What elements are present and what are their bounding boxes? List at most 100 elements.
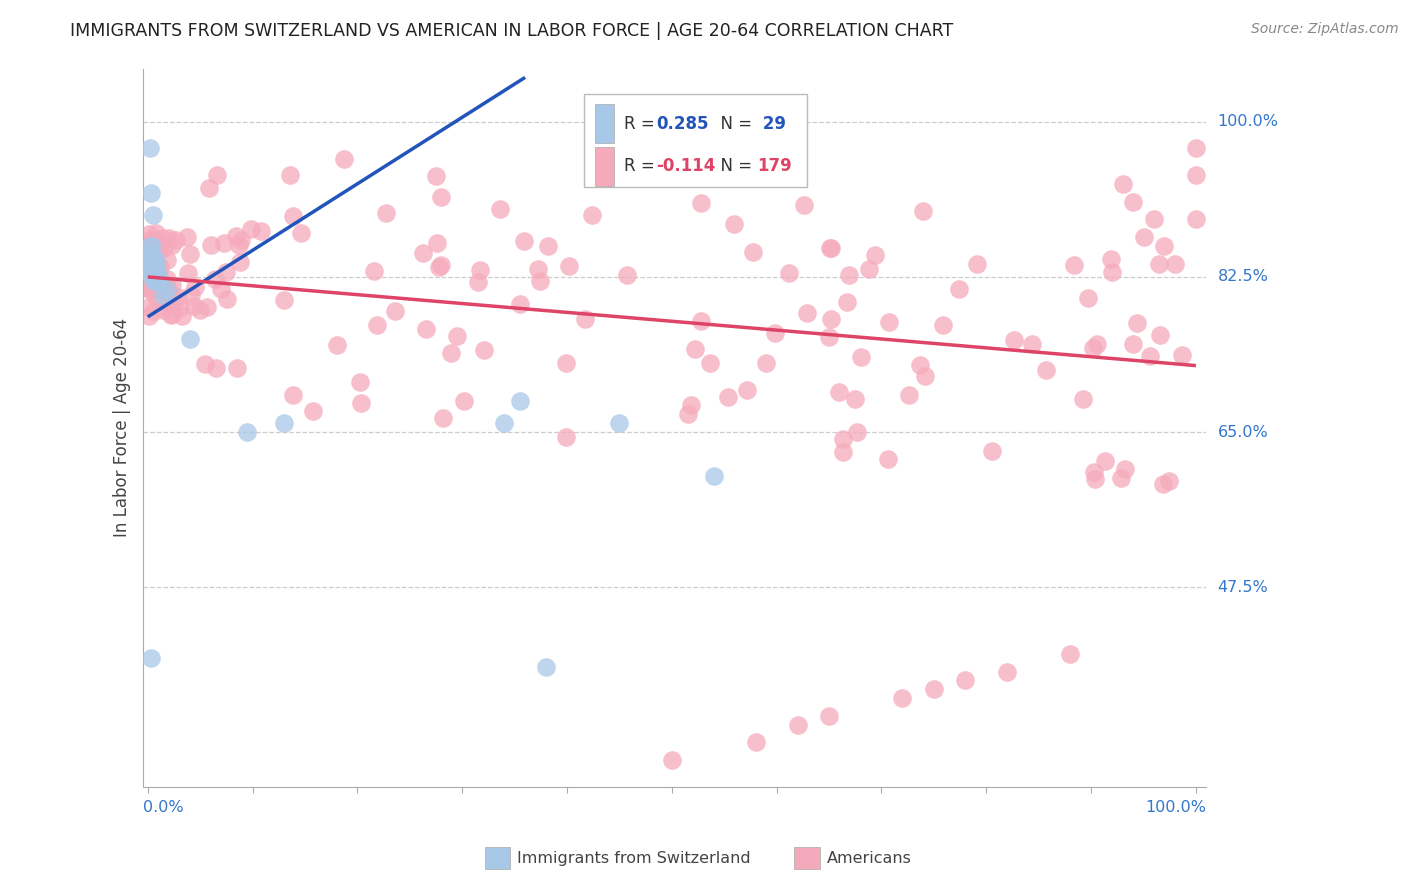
Text: 47.5%: 47.5% (1218, 580, 1268, 595)
Point (817, 330, 839, 344)
Text: 29: 29 (758, 114, 786, 133)
Point (863, 248, 886, 262)
Point (1099, 252, 1122, 267)
Point (138, 309, 160, 323)
Point (1147, 257, 1170, 271)
Point (138, 227, 160, 242)
Point (755, 356, 778, 370)
Point (488, 202, 510, 216)
Point (796, 306, 818, 320)
Point (250, 224, 273, 238)
Point (716, 390, 738, 404)
Point (685, 343, 707, 357)
Point (142, 234, 165, 248)
Point (509, 394, 531, 409)
Point (142, 263, 165, 277)
Text: Immigrants from Switzerland: Immigrants from Switzerland (517, 851, 751, 865)
Point (1185, 141, 1208, 155)
FancyBboxPatch shape (583, 94, 807, 187)
Point (225, 361, 247, 376)
Point (1021, 337, 1043, 351)
Point (1149, 328, 1171, 343)
Point (152, 231, 174, 245)
Point (194, 357, 217, 371)
Point (661, 753, 683, 767)
Point (141, 269, 163, 284)
Point (898, 388, 921, 402)
Point (679, 398, 702, 412)
Text: 82.5%: 82.5% (1218, 269, 1268, 285)
Point (148, 269, 170, 284)
Point (143, 261, 166, 276)
Point (157, 281, 180, 295)
Point (1185, 168, 1208, 182)
Point (558, 259, 581, 273)
Point (142, 282, 165, 296)
Point (384, 304, 406, 318)
Text: 0.0%: 0.0% (142, 800, 183, 815)
Point (139, 265, 162, 279)
Point (932, 318, 955, 333)
Point (1111, 177, 1133, 191)
Point (148, 280, 170, 294)
Point (415, 322, 437, 336)
Point (912, 204, 935, 219)
Point (513, 234, 536, 248)
Text: N =: N = (710, 158, 756, 176)
Point (742, 244, 765, 259)
Text: 0.285: 0.285 (657, 114, 709, 133)
Point (142, 257, 165, 271)
Y-axis label: In Labor Force | Age 20-64: In Labor Force | Age 20-64 (114, 318, 131, 537)
Point (537, 239, 560, 253)
Point (763, 326, 786, 340)
Point (278, 168, 301, 182)
Point (138, 282, 160, 296)
Point (744, 735, 766, 749)
Point (793, 198, 815, 212)
Point (215, 265, 238, 279)
Point (152, 287, 174, 301)
Point (676, 407, 699, 421)
Point (529, 275, 551, 289)
Point (143, 252, 166, 267)
Point (526, 261, 548, 276)
Point (699, 356, 721, 370)
Point (176, 230, 198, 244)
Point (426, 236, 449, 251)
Point (141, 284, 163, 298)
Point (453, 394, 475, 409)
Text: 179: 179 (758, 158, 792, 176)
Text: 100.0%: 100.0% (1146, 800, 1206, 815)
Point (891, 691, 914, 706)
Point (145, 226, 167, 240)
Point (1153, 239, 1175, 253)
Point (240, 222, 263, 236)
Point (820, 241, 842, 255)
Point (844, 392, 866, 407)
Point (139, 261, 162, 276)
Point (1084, 472, 1107, 486)
FancyBboxPatch shape (595, 147, 614, 186)
Point (1132, 230, 1154, 244)
Point (160, 290, 183, 304)
Point (1185, 212, 1208, 227)
Point (494, 416, 516, 430)
Point (914, 368, 936, 383)
FancyBboxPatch shape (595, 103, 614, 144)
Point (156, 283, 179, 297)
Point (302, 404, 325, 418)
Point (149, 273, 172, 287)
Point (828, 384, 851, 399)
Point (190, 303, 212, 318)
Point (146, 265, 169, 279)
Point (160, 278, 183, 293)
Point (146, 268, 169, 282)
Point (215, 292, 238, 306)
Point (1002, 333, 1025, 347)
Point (425, 169, 447, 183)
Point (139, 248, 162, 262)
Point (835, 294, 858, 309)
Point (214, 235, 236, 250)
Point (139, 141, 162, 155)
Point (1063, 258, 1085, 272)
